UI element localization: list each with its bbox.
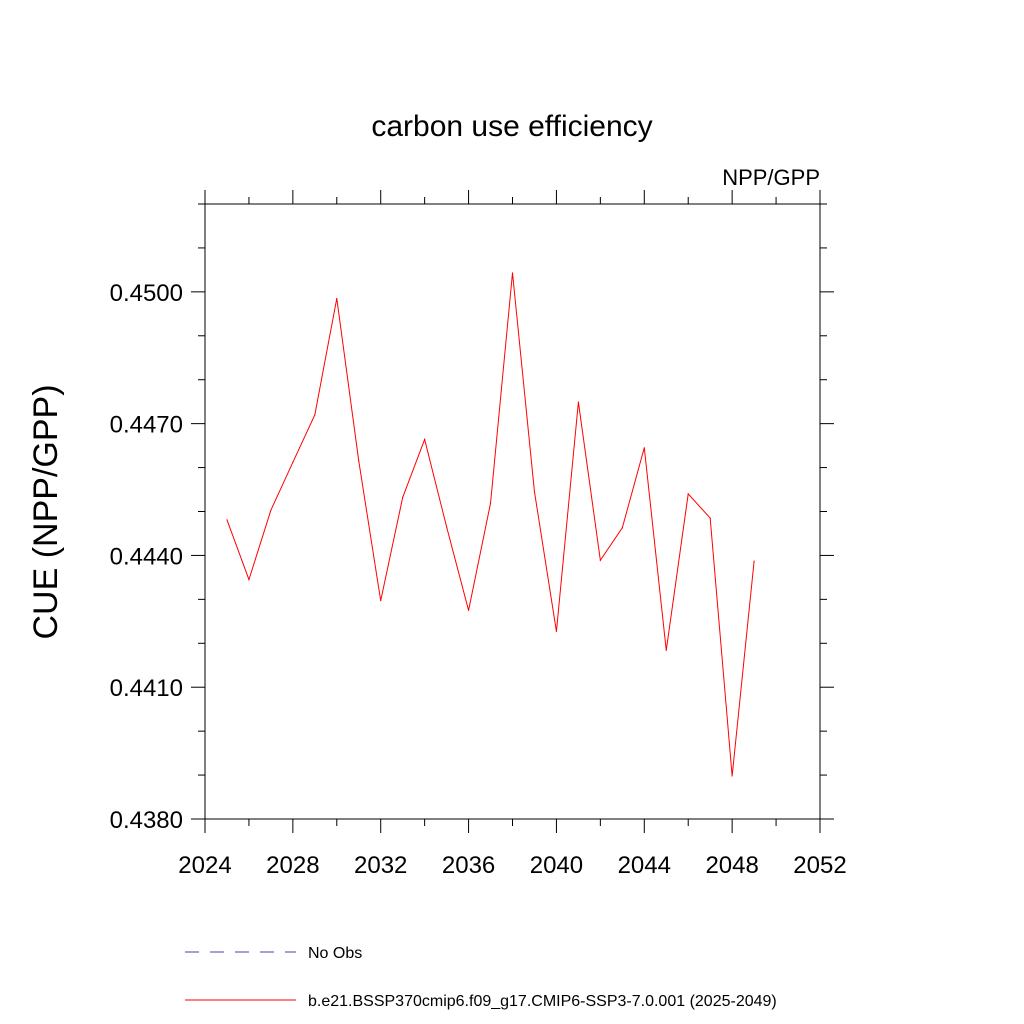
y-tick-label: 0.4410	[110, 675, 183, 702]
chart-title: carbon use efficiency	[371, 110, 652, 143]
x-axis: 2024 2028 2032 2036 2040 2044 2048 2052	[178, 190, 847, 879]
x-tick-label: 2040	[530, 852, 583, 879]
y-tick-label: 0.4380	[110, 807, 183, 834]
data-point	[226, 519, 228, 521]
data-point	[467, 609, 470, 611]
legend: No Obs b.e21.BSSP370cmip6.f09_g17.CMIP6-…	[185, 945, 777, 1010]
data-point	[599, 559, 601, 561]
data-point	[424, 438, 426, 441]
x-tick-label: 2048	[705, 852, 758, 879]
x-tick-label: 2032	[354, 852, 407, 879]
chart-subtitle: NPP/GPP	[722, 165, 820, 190]
x-tick-label: 2052	[793, 852, 846, 879]
y-axis: 0.4380 0.4410 0.4440 0.4470 0.4500	[110, 203, 834, 834]
y-tick-label: 0.4500	[110, 280, 183, 307]
data-point	[270, 509, 272, 511]
y-tick-label: 0.4440	[110, 543, 183, 570]
data-point	[248, 578, 250, 581]
series-layer	[226, 272, 755, 777]
data-point	[665, 649, 667, 651]
data-point	[621, 527, 623, 529]
x-tick-label: 2024	[178, 852, 231, 879]
data-point	[292, 461, 294, 463]
x-tick-label: 2036	[442, 852, 495, 879]
data-point	[402, 496, 404, 499]
data-point	[358, 460, 360, 462]
data-point	[555, 630, 558, 633]
data-point	[731, 775, 733, 777]
data-point	[489, 502, 492, 504]
data-point	[533, 491, 536, 493]
series-line-cue	[226, 272, 755, 777]
y-tick-label: 0.4470	[110, 412, 183, 439]
x-tick-label: 2028	[266, 852, 319, 879]
data-point	[336, 297, 338, 300]
x-tick-label: 2044	[618, 852, 671, 879]
data-point	[709, 517, 711, 519]
data-point	[446, 526, 448, 528]
data-point	[511, 272, 514, 274]
y-axis-label: CUE (NPP/GPP)	[27, 384, 65, 639]
data-point	[643, 447, 645, 449]
data-point	[577, 401, 579, 403]
data-point	[314, 414, 316, 416]
legend-label-no-obs: No Obs	[308, 945, 362, 962]
legend-label-model-run: b.e21.BSSP370cmip6.f09_g17.CMIP6-SSP3-7.…	[308, 993, 777, 1010]
data-point	[687, 493, 689, 495]
data-point	[753, 560, 755, 562]
data-point	[380, 600, 382, 602]
